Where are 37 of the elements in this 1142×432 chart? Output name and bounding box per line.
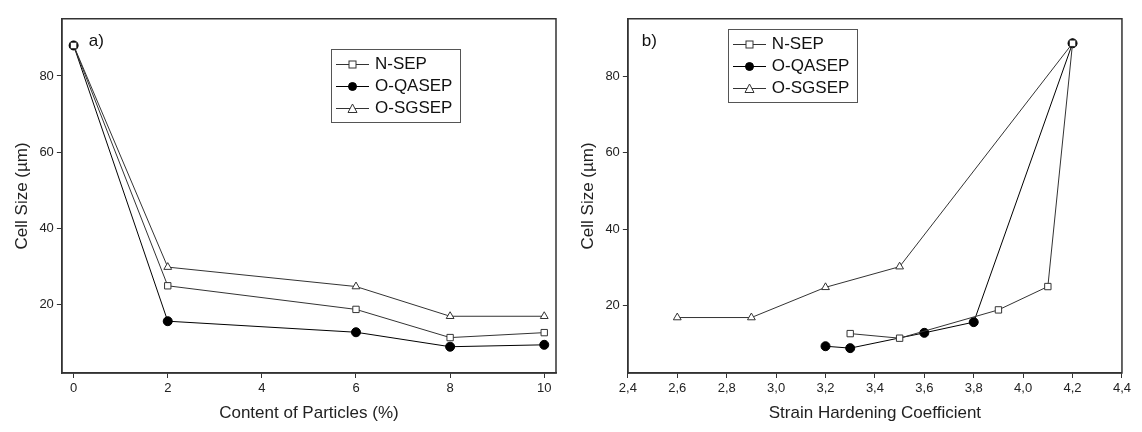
x-tick-label: 4,0 — [1014, 380, 1033, 396]
y-tick-label: 60 — [39, 143, 54, 159]
y-tick-label: 20 — [605, 297, 620, 313]
x-axis-title: Strain Hardening Coefficient — [768, 403, 982, 423]
legend-label: O-SGSEP — [771, 77, 850, 97]
annotation: b) — [641, 30, 657, 50]
x-tick-label: 3,2 — [816, 380, 835, 396]
x-tick-label: 4,2 — [1063, 380, 1082, 396]
x-tick-label: 4,4 — [1112, 380, 1131, 396]
y-tick-label: 60 — [605, 144, 620, 160]
x-tick-label: 3,6 — [915, 380, 934, 396]
y-tick-label: 40 — [39, 219, 54, 235]
legend-label: O-SGSEP — [375, 97, 453, 117]
x-tick-label: 3,0 — [767, 380, 786, 396]
y-axis-title: Cell Size (µm) — [11, 142, 31, 250]
x-tick-label: 2,4 — [618, 380, 637, 396]
x-tick-label: 2,8 — [717, 380, 736, 396]
x-tick-label: 2,6 — [668, 380, 687, 396]
x-tick-label: 4 — [258, 380, 266, 396]
y-tick-label: 80 — [605, 67, 620, 83]
y-tick-label: 80 — [39, 67, 54, 83]
x-axis-title: Content of Particles (%) — [219, 403, 399, 423]
legend-label: O-QASEP — [771, 55, 850, 75]
x-tick-label: 0 — [70, 380, 78, 396]
annotation: a) — [88, 30, 104, 50]
x-tick-label: 3,8 — [964, 380, 983, 396]
x-tick-label: 6 — [352, 380, 360, 396]
legend-label: N-SEP — [375, 53, 427, 73]
legend-label: N-SEP — [771, 33, 824, 53]
y-tick-label: 20 — [39, 296, 54, 312]
x-tick-label: 8 — [446, 380, 454, 396]
x-tick-label: 10 — [537, 380, 552, 396]
x-tick-label: 3,4 — [865, 380, 884, 396]
y-tick-label: 40 — [605, 220, 620, 236]
y-axis-title: Cell Size (µm) — [577, 142, 597, 250]
legend-label: O-QASEP — [375, 75, 453, 95]
x-tick-label: 2 — [164, 380, 172, 396]
